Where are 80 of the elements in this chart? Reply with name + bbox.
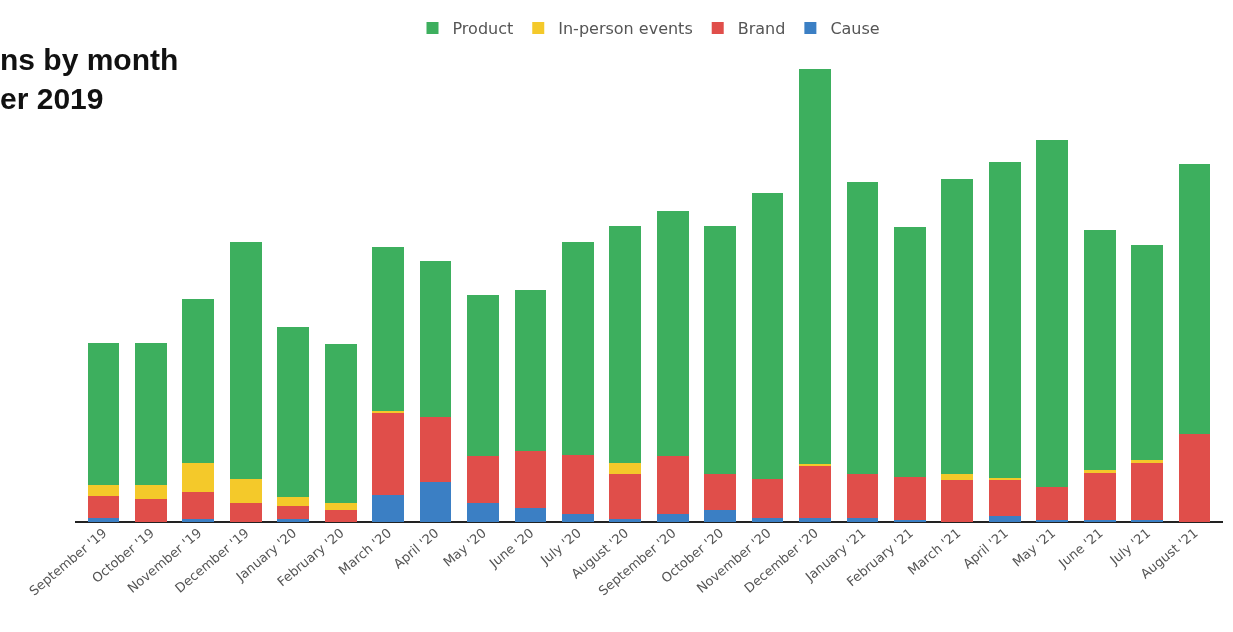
bar (656, 211, 689, 456)
bar (704, 474, 737, 511)
bar (609, 225, 642, 464)
bar (561, 454, 594, 514)
bar (561, 241, 594, 455)
bar (1131, 463, 1163, 521)
bar (514, 289, 547, 451)
bar (87, 485, 120, 497)
bar (182, 518, 215, 522)
bar (514, 507, 547, 522)
bar (87, 496, 120, 518)
bar (135, 343, 167, 485)
legend-label: Cause (830, 19, 880, 39)
bar (988, 162, 1021, 478)
bar (135, 484, 167, 499)
bar (419, 417, 452, 483)
bar (277, 518, 310, 522)
bar (656, 513, 689, 522)
bar (467, 294, 499, 456)
bar (609, 518, 642, 522)
bar (1036, 487, 1069, 521)
bar (846, 473, 879, 518)
bar (229, 478, 262, 503)
bar (751, 478, 784, 518)
bar (229, 502, 262, 522)
bar (609, 473, 642, 519)
bar (277, 496, 310, 506)
bar (1131, 245, 1163, 460)
bar (894, 226, 926, 478)
bar (277, 327, 310, 497)
bar (799, 517, 831, 522)
bar (324, 503, 357, 511)
bar (941, 473, 974, 480)
bar (514, 450, 547, 508)
bar (988, 479, 1021, 517)
bar (324, 343, 357, 504)
bar (182, 492, 215, 519)
bar (799, 465, 831, 518)
bar (277, 505, 310, 519)
bar (135, 498, 167, 522)
bar (941, 178, 974, 474)
bar (229, 242, 262, 479)
bar (846, 181, 879, 474)
x-tick-label: May '21 (1009, 525, 1059, 570)
bar (182, 463, 215, 493)
bar (751, 193, 784, 479)
bar (1083, 472, 1116, 521)
bar (419, 261, 452, 418)
bar (419, 482, 452, 522)
legend-label: Brand (737, 19, 786, 39)
bar (704, 226, 737, 475)
bar (1178, 434, 1211, 522)
bar (894, 477, 926, 521)
bar (87, 517, 120, 522)
bar (1083, 229, 1116, 471)
bar (941, 479, 974, 522)
bar (372, 246, 404, 411)
bar (467, 502, 499, 522)
bar (1083, 470, 1116, 473)
bar (182, 298, 215, 464)
bar (1178, 163, 1211, 435)
bar (87, 342, 120, 486)
bar (1131, 459, 1163, 464)
bar (751, 517, 784, 522)
bar (372, 412, 404, 496)
x-tick-label: May '20 (440, 525, 490, 570)
bar (799, 68, 831, 464)
bar (467, 455, 499, 503)
bar (988, 516, 1021, 522)
bar (561, 513, 594, 522)
legend-label: Product (452, 19, 514, 39)
legend-label: In-person events (558, 19, 693, 39)
bar (846, 517, 879, 522)
bar (656, 455, 689, 514)
bar (609, 463, 642, 474)
bar (324, 510, 357, 522)
bar (704, 510, 737, 522)
chart-title: ns by month er 2019 (0, 42, 179, 115)
bar (372, 495, 404, 522)
bar (1036, 139, 1069, 488)
